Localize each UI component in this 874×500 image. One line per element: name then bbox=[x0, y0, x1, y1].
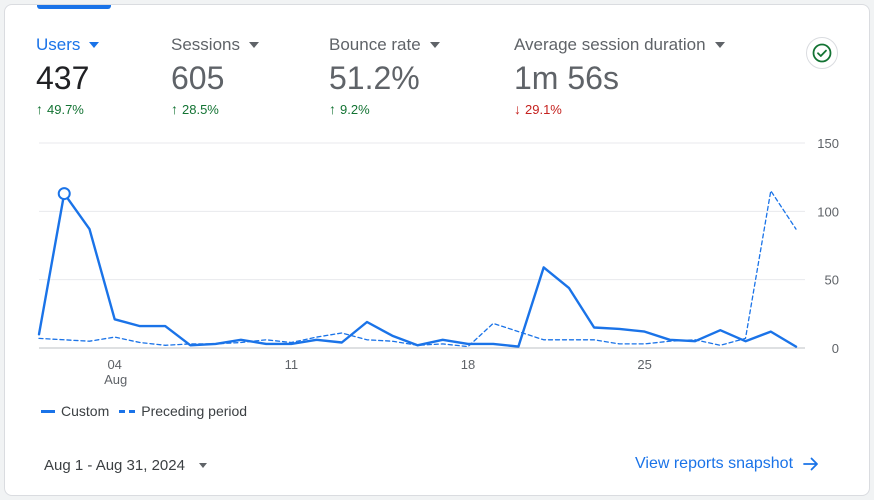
metric-delta: ↑ 49.7% bbox=[36, 101, 99, 117]
series-line-custom bbox=[37, 192, 798, 348]
y-tick-label: 150 bbox=[817, 136, 839, 151]
metric-duration-selector[interactable]: Average session duration bbox=[514, 35, 725, 55]
check-icon bbox=[812, 43, 832, 63]
chevron-down-icon bbox=[429, 42, 440, 48]
highlighted-data-point bbox=[57, 187, 71, 201]
metric-label: Sessions bbox=[171, 35, 240, 54]
chevron-down-icon bbox=[198, 463, 207, 468]
metric-delta: ↓ 29.1% bbox=[514, 101, 725, 117]
date-range-selector[interactable]: Aug 1 - Aug 31, 2024 bbox=[44, 457, 207, 474]
view-reports-snapshot-link[interactable]: View reports snapshot bbox=[635, 455, 819, 473]
metric-value: 1m 56s bbox=[514, 60, 619, 96]
chart-legend: Custom Preceding period bbox=[41, 403, 257, 419]
chevron-down-icon bbox=[248, 42, 259, 48]
y-tick-label: 100 bbox=[817, 204, 839, 219]
metric-average-session-duration[interactable]: Average session duration 1m 56s ↓ 29.1% bbox=[514, 35, 725, 117]
metric-delta-value: 28.5% bbox=[182, 101, 219, 117]
arrow-right-icon bbox=[803, 457, 818, 471]
metric-delta-value: 29.1% bbox=[525, 101, 562, 117]
metric-label: Bounce rate bbox=[329, 35, 421, 54]
metric-bounce-rate[interactable]: Bounce rate 51.2% ↑ 9.2% bbox=[329, 35, 440, 117]
metric-users[interactable]: Users 437 ↑ 49.7% bbox=[36, 35, 100, 117]
arrow-down-icon: ↓ bbox=[514, 101, 521, 117]
x-tick-label: 11 bbox=[285, 357, 299, 372]
metric-sessions[interactable]: Sessions 605 ↑ 28.5% bbox=[171, 35, 259, 117]
metric-label: Average session duration bbox=[514, 35, 706, 54]
metric-sessions-selector[interactable]: Sessions bbox=[171, 35, 259, 55]
check-circle-icon[interactable] bbox=[806, 37, 838, 69]
x-tick-label: 04 bbox=[107, 357, 121, 372]
metric-bounce-rate-selector[interactable]: Bounce rate bbox=[329, 35, 440, 55]
series-line-preceding-period bbox=[38, 190, 797, 348]
chevron-down-icon bbox=[714, 42, 725, 48]
chevron-down-icon bbox=[89, 42, 100, 48]
metric-delta-value: 49.7% bbox=[47, 101, 84, 117]
x-tick-label: 25 bbox=[637, 357, 651, 372]
overview-card: Users 437 ↑ 49.7% Sessions 605 ↑ 28.5% B… bbox=[4, 4, 870, 496]
metric-users-selector[interactable]: Users bbox=[36, 35, 100, 55]
legend-item-preceding[interactable]: Preceding period bbox=[119, 403, 247, 419]
y-tick-label: 0 bbox=[832, 341, 839, 356]
metric-value: 437 bbox=[36, 60, 90, 96]
metric-value: 51.2% bbox=[329, 60, 420, 96]
x-tick-label: 18 bbox=[461, 357, 475, 372]
metric-delta: ↑ 28.5% bbox=[171, 101, 259, 117]
metric-delta-value: 9.2% bbox=[340, 101, 370, 117]
legend-label: Preceding period bbox=[141, 403, 248, 419]
legend-label: Custom bbox=[61, 403, 110, 419]
legend-item-custom[interactable]: Custom bbox=[41, 403, 109, 419]
legend-swatch-dashed bbox=[119, 409, 136, 413]
legend-swatch-solid bbox=[41, 409, 55, 413]
metric-delta: ↑ 9.2% bbox=[329, 101, 440, 117]
metric-value: 605 bbox=[171, 60, 225, 96]
arrow-up-icon: ↑ bbox=[329, 101, 336, 117]
arrow-up-icon: ↑ bbox=[171, 101, 178, 117]
active-metric-indicator bbox=[37, 5, 111, 9]
arrow-up-icon: ↑ bbox=[36, 101, 43, 117]
y-tick-label: 50 bbox=[825, 273, 839, 288]
metric-label: Users bbox=[36, 35, 81, 54]
x-tick-sublabel: Aug bbox=[104, 372, 127, 387]
view-reports-label: View reports snapshot bbox=[635, 455, 794, 472]
date-range-label: Aug 1 - Aug 31, 2024 bbox=[44, 457, 185, 474]
